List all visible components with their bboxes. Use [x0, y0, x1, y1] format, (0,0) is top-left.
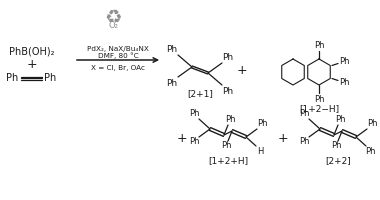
Text: Ph: Ph	[6, 73, 18, 83]
Text: [2+1]: [2+1]	[187, 90, 213, 98]
Text: [1+2+H]: [1+2+H]	[208, 156, 248, 166]
Text: Ph: Ph	[331, 142, 341, 150]
Text: X = Cl, Br, OAc: X = Cl, Br, OAc	[91, 65, 145, 71]
Text: PdX₂, NaX/Bu₄NX: PdX₂, NaX/Bu₄NX	[87, 46, 149, 52]
Text: ♻: ♻	[104, 7, 122, 26]
Text: H: H	[257, 146, 263, 156]
Text: [2+2]: [2+2]	[325, 156, 351, 166]
Text: +: +	[278, 132, 288, 144]
Text: Ph: Ph	[222, 52, 234, 62]
Text: Ph: Ph	[189, 138, 199, 146]
Text: +: +	[237, 64, 247, 76]
Text: PhB(OH)₂: PhB(OH)₂	[9, 47, 55, 57]
Text: Ph: Ph	[257, 119, 267, 129]
Text: Ph: Ph	[335, 116, 345, 124]
Text: Ph: Ph	[314, 95, 324, 104]
Text: Ph: Ph	[339, 57, 349, 66]
Text: Ph: Ph	[222, 86, 234, 96]
Text: Ph: Ph	[299, 138, 309, 146]
Text: Ph: Ph	[314, 40, 324, 49]
Text: O₂: O₂	[108, 21, 118, 29]
Text: Ph: Ph	[221, 142, 231, 150]
Text: DMF, 80 °C: DMF, 80 °C	[98, 53, 138, 59]
Text: Ph: Ph	[367, 119, 377, 129]
Text: +: +	[27, 58, 37, 72]
Text: Ph: Ph	[189, 110, 199, 118]
Text: Ph: Ph	[225, 116, 235, 124]
Text: +: +	[177, 132, 187, 144]
Text: Ph: Ph	[166, 78, 177, 88]
Text: Ph: Ph	[166, 45, 177, 53]
Text: Ph: Ph	[44, 73, 56, 83]
Text: Ph: Ph	[365, 146, 375, 156]
Text: Ph: Ph	[299, 110, 309, 118]
Text: [1+2−H]: [1+2−H]	[299, 104, 339, 114]
Text: Ph: Ph	[339, 78, 349, 87]
